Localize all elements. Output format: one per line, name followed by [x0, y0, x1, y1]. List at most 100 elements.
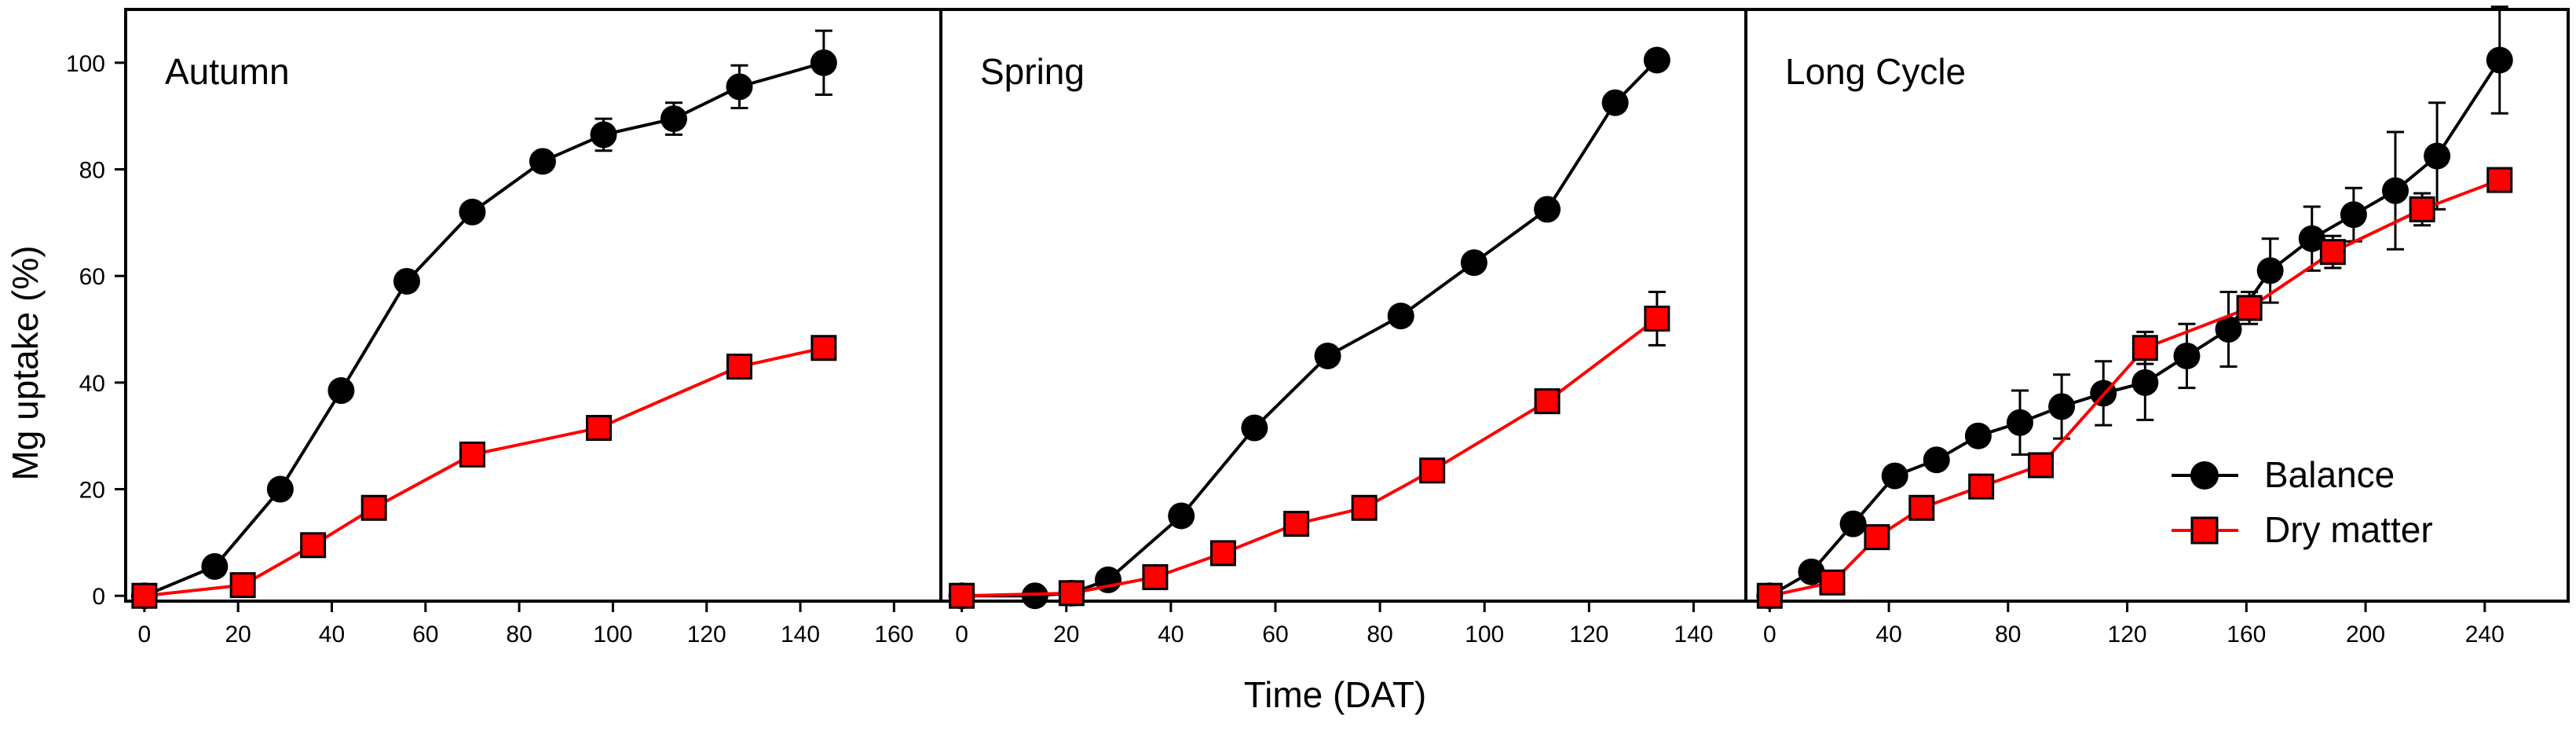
data-point — [2409, 196, 2435, 222]
data-point — [2424, 142, 2451, 170]
data-point — [131, 582, 158, 609]
x-tick-label: 80 — [1995, 622, 2021, 647]
x-tick-label: 20 — [1053, 622, 1079, 647]
data-point — [1881, 462, 1908, 490]
data-point — [1168, 502, 1195, 530]
y-tick-label: 60 — [79, 264, 105, 290]
data-point — [1968, 473, 1995, 500]
data-point — [393, 267, 420, 295]
legend-label-dry-matter: Dry matter — [2264, 509, 2433, 550]
y-tick-label: 40 — [79, 371, 105, 397]
x-tick-label: 40 — [319, 622, 345, 647]
data-point — [1908, 494, 1935, 521]
x-tick-label: 160 — [874, 622, 913, 647]
x-tick-label: 120 — [2108, 622, 2147, 647]
data-point — [2256, 257, 2284, 284]
x-axis-label: Time (DAT) — [1244, 674, 1427, 715]
x-tick-label: 120 — [1569, 622, 1608, 647]
data-point — [1644, 305, 1670, 332]
x-tick-label: 80 — [506, 622, 532, 647]
data-point — [1534, 388, 1561, 415]
data-point — [2215, 316, 2242, 343]
data-point — [2298, 225, 2325, 252]
series-dry-matter — [131, 335, 837, 609]
data-point — [1460, 249, 1487, 277]
data-point — [810, 335, 837, 361]
data-point — [459, 441, 485, 468]
data-point — [266, 475, 294, 503]
x-tick-label: 120 — [687, 622, 726, 647]
x-tick-label: 0 — [138, 622, 152, 647]
series-balance — [948, 46, 1670, 610]
data-point — [2486, 167, 2513, 193]
x-tick-label: 40 — [1875, 622, 1901, 647]
y-tick-label: 0 — [92, 584, 105, 610]
data-point — [1964, 422, 1992, 449]
data-point — [1756, 582, 1783, 609]
data-point — [1534, 196, 1561, 223]
data-point — [1601, 89, 1629, 116]
x-tick-label: 240 — [2465, 622, 2505, 647]
panel-title: Autumn — [165, 51, 290, 92]
series-line — [961, 59, 1659, 598]
x-tick-label: 160 — [2227, 622, 2266, 647]
x-tick-label: 60 — [412, 622, 438, 647]
series-balance — [130, 29, 837, 610]
data-point — [1839, 510, 1867, 537]
data-point — [1387, 303, 1414, 330]
panel-title: Long Cycle — [1785, 51, 1966, 92]
data-point — [2131, 369, 2159, 396]
data-point — [1142, 563, 1169, 590]
data-point — [1864, 524, 1890, 551]
data-point — [1643, 46, 1670, 74]
x-tick-label: 100 — [1465, 622, 1504, 647]
data-point — [590, 121, 617, 149]
x-tick-label: 100 — [593, 622, 632, 647]
legend-marker-dry-matter — [2190, 516, 2219, 545]
data-point — [2028, 452, 2055, 479]
data-point — [1283, 511, 1310, 537]
data-point — [360, 494, 387, 521]
panels-layer: 0 20 40 60 80 100 120 140 160 0 20 40 60 80 100 Autumn 0… — [66, 6, 2570, 647]
data-point — [529, 148, 556, 175]
x-tick-label: 60 — [1262, 622, 1288, 647]
data-point — [1351, 494, 1378, 521]
series-line — [961, 317, 1659, 598]
x-tick-label: 20 — [225, 622, 251, 647]
data-point — [2173, 342, 2201, 369]
x-tick-label: 0 — [955, 622, 968, 647]
y-tick-label: 100 — [66, 51, 105, 77]
y-tick-label: 20 — [79, 478, 105, 504]
data-point — [2486, 46, 2513, 74]
series-dry-matter — [949, 291, 1670, 609]
data-point — [949, 582, 975, 609]
data-point — [2048, 393, 2076, 420]
x-tick-label: 80 — [1367, 622, 1392, 647]
data-point — [726, 354, 752, 380]
data-point — [1923, 446, 1950, 474]
data-point — [1241, 414, 1268, 442]
data-point — [810, 49, 837, 76]
legend-label-balance: Balance — [2264, 454, 2395, 495]
data-point — [459, 198, 486, 226]
data-point — [229, 572, 256, 599]
legend: Balance Dry matter — [2172, 454, 2433, 550]
data-point — [2381, 177, 2409, 204]
y-tick-label: 80 — [79, 158, 105, 184]
series-line — [144, 61, 825, 598]
data-point — [660, 105, 687, 133]
series-dry-matter — [1756, 167, 2513, 609]
y-axis-label: Mg uptake (%) — [5, 245, 46, 480]
panel-frame — [124, 8, 942, 603]
data-point — [2340, 201, 2367, 229]
data-point — [1209, 540, 1236, 567]
data-point — [327, 377, 355, 405]
x-tick-label: 140 — [781, 622, 820, 647]
x-tick-label: 200 — [2346, 622, 2385, 647]
data-point — [726, 73, 753, 101]
data-point — [2236, 295, 2263, 321]
data-point — [1819, 569, 1846, 596]
x-tick-label: 140 — [1674, 622, 1713, 647]
data-point — [586, 415, 613, 442]
